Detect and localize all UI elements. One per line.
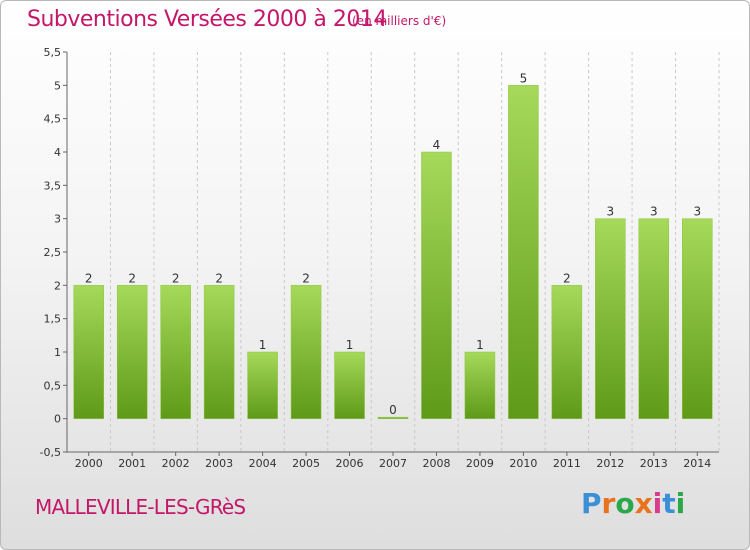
- bar: [464, 351, 496, 419]
- data-label: 2: [563, 271, 571, 285]
- bar: [421, 151, 452, 419]
- x-tick-label: 2008: [422, 457, 450, 470]
- data-label: 0: [389, 403, 397, 417]
- logo-letter: t: [662, 487, 676, 520]
- data-label: 2: [85, 271, 93, 285]
- x-tick-label: 2002: [162, 457, 190, 470]
- x-tick-label: 2004: [249, 457, 277, 470]
- x-tick-label: 2011: [553, 457, 581, 470]
- bar: [551, 285, 583, 419]
- bar: [595, 218, 626, 419]
- bar: [682, 218, 713, 419]
- x-tick-label: 2003: [205, 457, 233, 470]
- x-tick-label: 2006: [336, 457, 364, 470]
- y-tick-label: 0: [54, 413, 61, 426]
- x-tick-label: 2005: [292, 457, 320, 470]
- y-tick-label: -0,5: [40, 446, 61, 459]
- bar: [290, 285, 322, 419]
- data-label: 4: [433, 138, 441, 152]
- data-label: 2: [302, 271, 310, 285]
- bar: [116, 285, 148, 419]
- unit-note: (en milliers d'€): [352, 14, 447, 28]
- data-label: 1: [476, 338, 484, 352]
- data-label: 2: [172, 271, 180, 285]
- x-tick-label: 2007: [379, 457, 407, 470]
- logo-letter: x: [634, 487, 653, 520]
- x-tick-label: 2013: [640, 457, 668, 470]
- y-tick-label: 3: [54, 213, 61, 226]
- data-label: 3: [650, 205, 658, 219]
- data-label: 2: [215, 271, 223, 285]
- proxiti-logo: Proxiti: [581, 487, 685, 520]
- logo-letter: i: [652, 487, 663, 520]
- logo-letter: o: [615, 487, 635, 520]
- y-tick-label: 4,5: [44, 113, 62, 126]
- data-label: 3: [607, 205, 615, 219]
- data-label: 1: [346, 338, 354, 352]
- y-tick-label: 5: [54, 79, 61, 92]
- x-tick-label: 2010: [509, 457, 537, 470]
- data-label: 5: [520, 71, 528, 85]
- logo-letter: P: [581, 487, 602, 520]
- logo-letter: i: [675, 487, 686, 520]
- bar: [638, 218, 670, 419]
- bar: [203, 285, 235, 419]
- y-tick-label: 0,5: [44, 379, 62, 392]
- y-tick-label: 1,5: [44, 313, 62, 326]
- bar: [377, 416, 409, 419]
- y-tick-label: 2,5: [44, 246, 62, 259]
- bar: [73, 285, 104, 419]
- x-tick-label: 2012: [596, 457, 624, 470]
- y-tick-label: 1: [54, 346, 61, 359]
- bar: [160, 285, 191, 419]
- logo-letter: r: [601, 487, 616, 520]
- commune-name: MALLEVILLE-LES-GRèS: [35, 495, 246, 519]
- bar: [334, 351, 365, 419]
- y-tick-label: 5,5: [44, 46, 62, 59]
- x-tick-label: 2014: [683, 457, 711, 470]
- x-tick-label: 2000: [75, 457, 103, 470]
- y-tick-label: 2: [54, 279, 61, 292]
- data-label: 3: [693, 205, 701, 219]
- x-tick-label: 2009: [466, 457, 494, 470]
- y-tick-label: 4: [54, 146, 61, 159]
- chart-title: Subventions Versées 2000 à 2014: [27, 7, 387, 32]
- y-tick-label: 3,5: [44, 179, 62, 192]
- x-tick-label: 2001: [118, 457, 146, 470]
- data-label: 1: [259, 338, 267, 352]
- data-label: 2: [128, 271, 136, 285]
- bar: [247, 351, 278, 419]
- bar: [508, 85, 539, 419]
